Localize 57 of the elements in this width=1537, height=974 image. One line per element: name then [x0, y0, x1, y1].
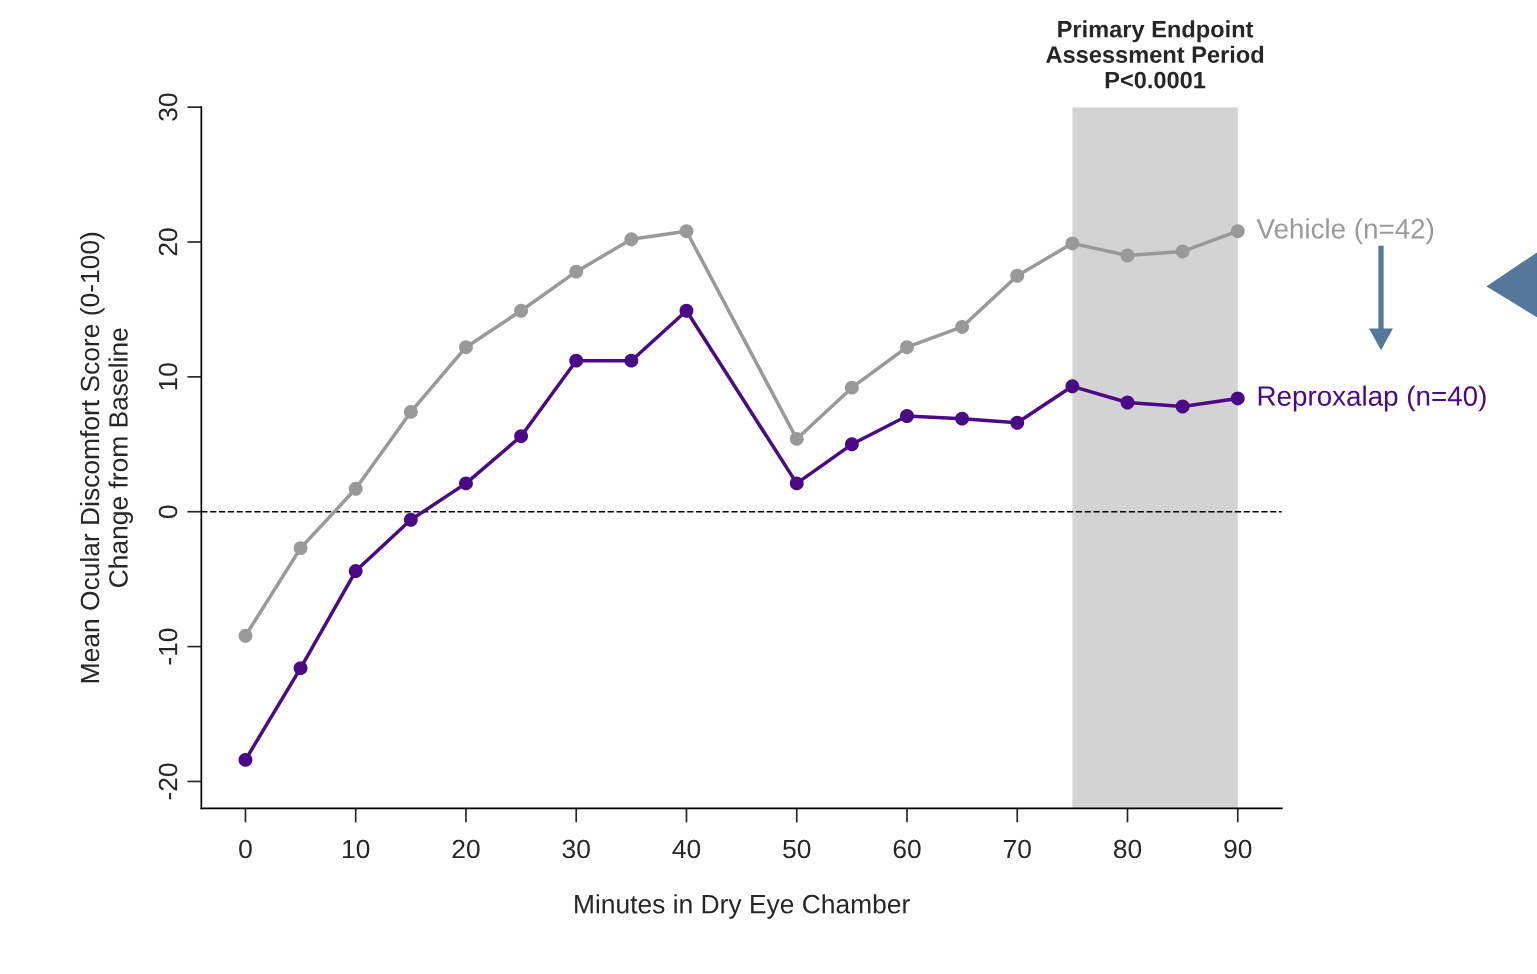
- point: [789, 431, 804, 446]
- point: [624, 232, 639, 247]
- point: [955, 411, 970, 426]
- y-axis-title: Mean Ocular Discomfort Score (0-100) Change from Baseline: [79, 232, 133, 683]
- band-label: Primary Endpoint Assessment Period P<0.0001: [1046, 20, 1264, 89]
- point: [900, 409, 914, 423]
- x-tick-label: 90: [1224, 839, 1252, 859]
- point: [624, 353, 639, 368]
- series-label: Reproxalap (n=40): [1258, 385, 1486, 412]
- point: [1010, 415, 1025, 430]
- point: [844, 380, 859, 395]
- point: [1065, 379, 1080, 394]
- point: [955, 320, 970, 334]
- point: [569, 353, 584, 368]
- point: [514, 303, 529, 318]
- x-tick-label: 40: [672, 839, 701, 859]
- point: [238, 628, 253, 643]
- x-tick-label: 70: [1003, 839, 1031, 859]
- y-tick-label: 0: [158, 505, 178, 519]
- x-tick-label: 50: [783, 839, 811, 859]
- x-tick-label: 10: [343, 839, 370, 859]
- point: [679, 224, 694, 239]
- point: [1120, 248, 1135, 263]
- point: [789, 476, 804, 491]
- point: [403, 512, 418, 527]
- y-tick-label: -10: [158, 628, 178, 665]
- point: [1175, 244, 1190, 259]
- point: [1230, 391, 1245, 406]
- x-tick-label: 0: [239, 839, 252, 859]
- point: [293, 541, 308, 556]
- point: [514, 429, 529, 444]
- point: [1120, 395, 1135, 410]
- point: [1065, 236, 1080, 251]
- point: [900, 340, 914, 355]
- point: [348, 564, 363, 579]
- y-tick-label: 30: [158, 93, 178, 121]
- x-axis-title: Minutes in Dry Eye Chamber: [575, 894, 910, 919]
- point: [1010, 268, 1025, 283]
- point: [238, 752, 253, 767]
- x-tick-label: 60: [893, 839, 921, 859]
- x-tick-label: 30: [562, 839, 590, 859]
- y-tick-label: -20: [158, 763, 178, 800]
- point: [459, 340, 473, 355]
- point: [403, 404, 418, 419]
- series-label: Vehicle (n=42): [1256, 218, 1434, 245]
- y-tick-label: 10: [158, 363, 178, 390]
- point: [1230, 224, 1245, 239]
- point: [569, 264, 584, 279]
- x-tick-label: 80: [1113, 839, 1142, 859]
- point: [348, 481, 363, 496]
- x-tick-label: 20: [452, 839, 480, 859]
- point: [1175, 399, 1190, 414]
- point: [679, 303, 694, 318]
- point: [844, 437, 859, 452]
- y-tick-label: 20: [158, 228, 178, 256]
- point: [459, 476, 473, 491]
- point: [293, 661, 308, 676]
